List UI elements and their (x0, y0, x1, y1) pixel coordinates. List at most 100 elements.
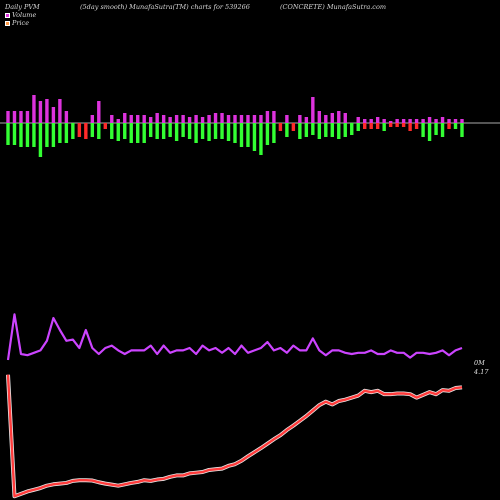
volume-bar-down (408, 123, 412, 131)
volume-bar-neutral (453, 123, 458, 129)
volume-bar-up (447, 119, 451, 123)
volume-bar-neutral (356, 123, 360, 131)
volume-bar-neutral (252, 123, 257, 151)
volume-bar-up (356, 117, 360, 123)
volume-bar-up (434, 119, 438, 123)
volume-line (6, 313, 463, 361)
volume-bar-down (395, 123, 399, 127)
volume-bar-neutral (330, 123, 334, 137)
volume-bar-neutral (265, 123, 270, 145)
volume-bar-down (103, 123, 107, 129)
price-line (6, 374, 463, 498)
volume-bar-up (427, 117, 432, 123)
volume-bar-neutral (123, 123, 127, 139)
volume-bar-up (388, 121, 393, 123)
volume-bar-neutral (110, 123, 114, 139)
volume-bar-neutral (25, 123, 30, 147)
volume-bar-neutral (90, 123, 95, 137)
volume-bar-down (278, 123, 283, 131)
volume-bar-up (207, 115, 211, 123)
volume-bar-neutral (220, 123, 224, 139)
volume-bar-neutral (337, 123, 341, 139)
volume-bar-up (421, 119, 425, 123)
volume-bar-neutral (207, 123, 211, 141)
volume-bar-neutral (226, 123, 231, 141)
volume-bar-up (460, 119, 464, 123)
volume-bar-neutral (213, 123, 218, 139)
volume-bar-up (194, 115, 198, 123)
volume-bar-neutral (142, 123, 146, 143)
volume-bar-up (64, 111, 69, 123)
volume-bar-neutral (259, 123, 263, 155)
volume-bar-up (382, 119, 386, 123)
volume-bar-neutral (304, 123, 309, 137)
volume-bar-up (259, 115, 263, 123)
volume-bar-up (285, 115, 289, 123)
volume-bar-neutral (246, 123, 250, 147)
volume-bar-up (330, 113, 334, 123)
volume-bar-neutral (181, 123, 185, 137)
volume-bar-up (136, 115, 140, 123)
volume-bar-neutral (32, 123, 36, 147)
volume-bar-up (453, 119, 458, 123)
volume-bar-up (129, 115, 133, 123)
volume-bar-up (337, 111, 341, 123)
volume-bar-up (155, 113, 159, 123)
volume-bar-neutral (58, 123, 62, 143)
volume-bar-up (123, 113, 127, 123)
volume-bar-down (363, 123, 367, 129)
volume-bar-neutral (200, 123, 205, 139)
price-swatch (5, 20, 10, 26)
volume-bar-neutral (194, 123, 198, 143)
volume-bar-up (246, 115, 250, 123)
volume-bar-neutral (187, 123, 192, 139)
volume-bar-neutral (6, 123, 10, 145)
volume-bar-down (84, 123, 88, 139)
volume-bar-neutral (155, 123, 159, 139)
volume-bar-up (239, 115, 244, 123)
volume-bar-up (408, 119, 412, 123)
volume-bar-neutral (19, 123, 23, 147)
volume-bar-up (363, 119, 367, 123)
volume-bar-up (161, 115, 166, 123)
volume-bar-neutral (298, 123, 302, 139)
volume-bar-up (110, 115, 114, 123)
volume-bar-neutral (427, 123, 432, 141)
volume-bar-neutral (324, 123, 328, 137)
volume-bar-neutral (382, 123, 386, 131)
chart-header-left: Daily PVM (5, 3, 40, 11)
volume-bar-down (77, 123, 82, 137)
volume-bar-neutral (129, 123, 133, 143)
volume-bar-up (45, 99, 49, 123)
volume-bar-neutral (161, 123, 166, 139)
volume-bar-neutral (440, 123, 445, 137)
volume-bar-up (298, 115, 302, 123)
legend-price: Price (5, 19, 29, 27)
volume-bar-up (311, 97, 315, 123)
volume-bar-up (213, 113, 218, 123)
volume-bar-down (414, 123, 419, 129)
volume-bar-up (343, 113, 347, 123)
volume-bar-down (447, 123, 451, 129)
volume-bar-up (252, 115, 257, 123)
volume-bar-up (97, 101, 101, 123)
volume-bar-neutral (350, 123, 354, 135)
volume-bar-up (226, 115, 231, 123)
volume-bar-neutral (233, 123, 237, 143)
volume-bar-neutral (343, 123, 347, 137)
volume-bar-neutral (168, 123, 172, 137)
volume-bar-neutral (434, 123, 438, 135)
volume-bar-down (291, 123, 296, 131)
chart-header-right: (CONCRETE) MunafaSutra.com (280, 3, 387, 11)
volume-bar-up (317, 111, 322, 123)
volume-bar-neutral (317, 123, 322, 139)
volume-bar-up (324, 115, 328, 123)
volume-bar-up (369, 119, 373, 123)
volume-bar-neutral (285, 123, 289, 137)
volume-end-label: 0M (474, 359, 485, 367)
volume-bar-up (32, 95, 36, 123)
volume-bar-neutral (116, 123, 120, 141)
legend-volume-label: Volume (12, 11, 37, 19)
volume-bar-neutral (97, 123, 101, 139)
